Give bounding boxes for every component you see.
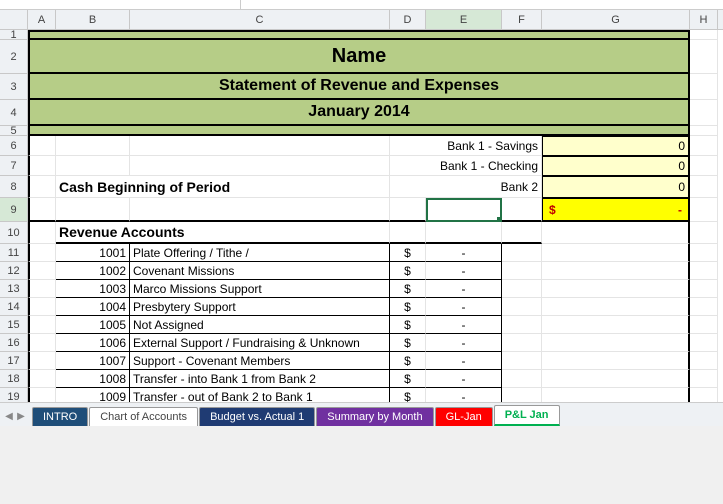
- row-header-13[interactable]: 13: [0, 280, 28, 298]
- row-header-1[interactable]: 1: [0, 30, 28, 40]
- cell-H5[interactable]: [690, 126, 718, 136]
- acct-num-3: 1004: [56, 298, 130, 316]
- acct-num-0: 1001: [56, 244, 130, 262]
- col-header-H[interactable]: H: [690, 10, 718, 29]
- col-header-D[interactable]: D: [390, 10, 426, 29]
- row-header-16[interactable]: 16: [0, 334, 28, 352]
- title-band-bottom: [28, 126, 690, 136]
- acct-val-4[interactable]: -: [426, 316, 502, 334]
- title-statement: Statement of Revenue and Expenses: [28, 74, 690, 100]
- acct-num-7: 1008: [56, 370, 130, 388]
- acct-val-1[interactable]: -: [426, 262, 502, 280]
- row-header-15[interactable]: 15: [0, 316, 28, 334]
- col-header-A[interactable]: A: [28, 10, 56, 29]
- bank-label-1: Bank 1 - Checking: [390, 156, 542, 176]
- acct-name-4: Not Assigned: [130, 316, 390, 334]
- tab-chart-of-accounts[interactable]: Chart of Accounts: [89, 407, 198, 426]
- cells-area[interactable]: NameStatement of Revenue and ExpensesJan…: [28, 30, 723, 426]
- title-date: January 2014: [28, 100, 690, 126]
- acct-name-3: Presbytery Support: [130, 298, 390, 316]
- acct-val-2[interactable]: -: [426, 280, 502, 298]
- acct-num-1: 1002: [56, 262, 130, 280]
- row-header-18[interactable]: 18: [0, 370, 28, 388]
- acct-num-5: 1006: [56, 334, 130, 352]
- cell-H4[interactable]: [690, 100, 718, 126]
- bank-label-0: Bank 1 - Savings: [390, 136, 542, 156]
- acct-cur-6: $: [390, 352, 426, 370]
- spreadsheet: ABCDEFGH 1234567891011121314151617181920…: [0, 0, 723, 426]
- acct-val-0[interactable]: -: [426, 244, 502, 262]
- acct-cur-4: $: [390, 316, 426, 334]
- col-header-C[interactable]: C: [130, 10, 390, 29]
- acct-cur-1: $: [390, 262, 426, 280]
- tab-gl-jan[interactable]: GL-Jan: [435, 407, 493, 426]
- row-header-4[interactable]: 4: [0, 100, 28, 126]
- acct-num-6: 1007: [56, 352, 130, 370]
- select-all-corner[interactable]: [0, 10, 28, 29]
- row-headers: 1234567891011121314151617181920: [0, 30, 28, 426]
- col-header-G[interactable]: G: [542, 10, 690, 29]
- tab-summary-by-month[interactable]: Summary by Month: [316, 407, 433, 426]
- row-header-5[interactable]: 5: [0, 126, 28, 136]
- title-name: Name: [28, 40, 690, 74]
- row-header-3[interactable]: 3: [0, 74, 28, 100]
- col-header-B[interactable]: B: [56, 10, 130, 29]
- acct-name-5: External Support / Fundraising & Unknown: [130, 334, 390, 352]
- acct-num-2: 1003: [56, 280, 130, 298]
- bank-label-2: Bank 2: [390, 176, 542, 198]
- tab-prev-icon[interactable]: ◀: [4, 408, 14, 424]
- acct-cur-2: $: [390, 280, 426, 298]
- acct-name-2: Marco Missions Support: [130, 280, 390, 298]
- acct-val-3[interactable]: -: [426, 298, 502, 316]
- col-header-F[interactable]: F: [502, 10, 542, 29]
- cell-H3[interactable]: [690, 74, 718, 100]
- formula-bar[interactable]: [0, 0, 723, 10]
- row-header-10[interactable]: 10: [0, 222, 28, 244]
- row-header-14[interactable]: 14: [0, 298, 28, 316]
- selected-cell[interactable]: [426, 198, 502, 222]
- acct-val-6[interactable]: -: [426, 352, 502, 370]
- row-header-12[interactable]: 12: [0, 262, 28, 280]
- row-header-9[interactable]: 9: [0, 198, 28, 222]
- row-header-2[interactable]: 2: [0, 40, 28, 74]
- cash-begin-label: Cash Beginning of Period: [56, 176, 390, 198]
- bank-value-1[interactable]: 0: [542, 156, 690, 176]
- sheet-tabs: ◀ ▶ INTROChart of AccountsBudget vs. Act…: [0, 402, 723, 426]
- bank-value-0[interactable]: 0: [542, 136, 690, 156]
- acct-cur-7: $: [390, 370, 426, 388]
- tab-p-l-jan[interactable]: P&L Jan: [494, 405, 560, 426]
- tab-intro[interactable]: INTRO: [32, 407, 88, 426]
- row-header-8[interactable]: 8: [0, 176, 28, 198]
- tab-next-icon[interactable]: ▶: [16, 408, 26, 424]
- cell-H2[interactable]: [690, 40, 718, 74]
- acct-num-4: 1005: [56, 316, 130, 334]
- row-header-17[interactable]: 17: [0, 352, 28, 370]
- cash-total: $-: [542, 198, 690, 222]
- acct-cur-3: $: [390, 298, 426, 316]
- row-header-7[interactable]: 7: [0, 156, 28, 176]
- title-band: [28, 30, 690, 40]
- col-header-E[interactable]: E: [426, 10, 502, 29]
- acct-name-0: Plate Offering / Tithe /: [130, 244, 390, 262]
- row-header-6[interactable]: 6: [0, 136, 28, 156]
- acct-cur-0: $: [390, 244, 426, 262]
- tab-budget-vs-actual-1[interactable]: Budget vs. Actual 1: [199, 407, 315, 426]
- revenue-header: Revenue Accounts: [56, 222, 390, 244]
- acct-val-5[interactable]: -: [426, 334, 502, 352]
- cell-H1[interactable]: [690, 30, 718, 40]
- acct-name-1: Covenant Missions: [130, 262, 390, 280]
- acct-name-6: Support - Covenant Members: [130, 352, 390, 370]
- row-header-11[interactable]: 11: [0, 244, 28, 262]
- acct-val-7[interactable]: -: [426, 370, 502, 388]
- acct-cur-5: $: [390, 334, 426, 352]
- tab-nav[interactable]: ◀ ▶: [4, 408, 26, 424]
- column-headers: ABCDEFGH: [0, 10, 723, 30]
- acct-name-7: Transfer - into Bank 1 from Bank 2: [130, 370, 390, 388]
- bank-value-2[interactable]: 0: [542, 176, 690, 198]
